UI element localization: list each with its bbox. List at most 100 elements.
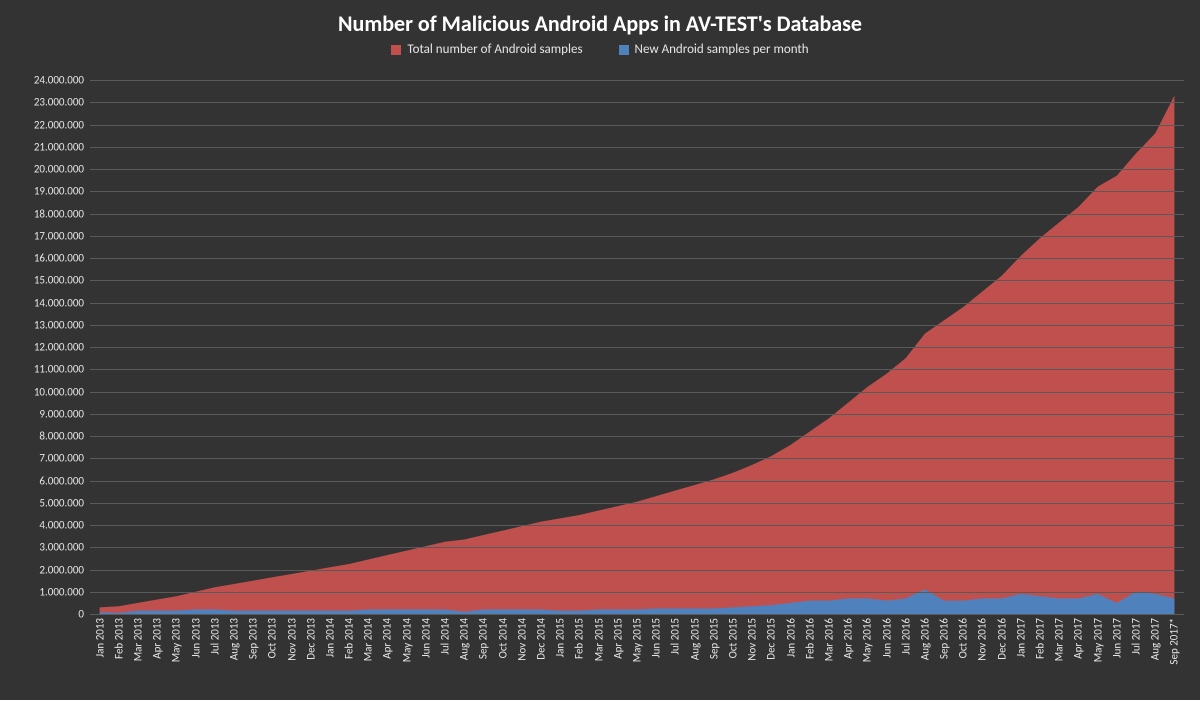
x-tick-label: Jun 2016: [880, 614, 893, 658]
y-tick-label: 8.000.000: [39, 430, 84, 443]
y-tick-label: 12.000.000: [34, 341, 84, 354]
y-gridline: [90, 570, 1184, 571]
x-tick-label: Dec 2016: [995, 614, 1008, 660]
y-gridline: [90, 592, 1184, 593]
y-gridline: [90, 347, 1184, 348]
x-tick-label: Jul 2014: [439, 614, 452, 655]
x-tick-label: Mar 2013: [131, 614, 144, 661]
plot-area: 01.000.0002.000.0003.000.0004.000.0005.0…: [90, 80, 1184, 614]
y-tick-label: 16.000.000: [34, 252, 84, 265]
y-tick-label: 11.000.000: [34, 363, 84, 376]
y-gridline: [90, 525, 1184, 526]
x-tick-label: Nov 2013: [285, 614, 298, 661]
y-gridline: [90, 325, 1184, 326]
x-tick-label: Feb 2016: [803, 614, 816, 659]
y-tick-label: 7.000.000: [39, 452, 84, 465]
y-tick-label: 17.000.000: [34, 229, 84, 242]
y-tick-label: 1.000.000: [39, 585, 84, 598]
x-tick-label: Sep 2014: [477, 614, 490, 659]
y-gridline: [90, 436, 1184, 437]
x-tick-label: Jan 2013: [93, 614, 106, 657]
y-gridline: [90, 258, 1184, 259]
y-gridline: [90, 169, 1184, 170]
x-tick-label: May 2016: [861, 614, 874, 662]
x-tick-label: Jan 2014: [323, 614, 336, 657]
x-tick-label: Feb 2014: [343, 614, 356, 659]
y-tick-label: 2.000.000: [39, 563, 84, 576]
y-tick-label: 21.000.000: [34, 140, 84, 153]
x-tick-label: Jun 2013: [189, 614, 202, 658]
x-tick-label: Apr 2016: [842, 614, 855, 659]
x-tick-label: Mar 2017: [1053, 614, 1066, 661]
legend-label: New Android samples per month: [635, 42, 809, 57]
y-gridline: [90, 214, 1184, 215]
x-tick-label: Aug 2016: [918, 614, 931, 660]
y-gridline: [90, 458, 1184, 459]
y-tick-label: 24.000.000: [34, 74, 84, 87]
x-tick-label: Sep 2016: [938, 614, 951, 659]
x-tick-label: Feb 2013: [112, 614, 125, 659]
x-tick-label: Apr 2017: [1072, 614, 1085, 659]
x-tick-label: Mar 2015: [592, 614, 605, 661]
y-gridline: [90, 392, 1184, 393]
y-tick-label: 10.000.000: [34, 385, 84, 398]
x-tick-label: Mar 2014: [362, 614, 375, 661]
legend: Total number of Android samples New Andro…: [0, 42, 1200, 59]
x-tick-label: Oct 2016: [957, 614, 970, 658]
x-tick-label: Oct 2013: [266, 614, 279, 658]
x-tick-label: Jul 2013: [208, 614, 221, 655]
y-gridline: [90, 481, 1184, 482]
y-tick-label: 13.000.000: [34, 318, 84, 331]
x-tick-label: Jul 2016: [899, 614, 912, 655]
y-gridline: [90, 369, 1184, 370]
y-tick-label: 19.000.000: [34, 185, 84, 198]
x-tick-label: Jul 2017: [1130, 614, 1143, 655]
x-tick-label: Apr 2015: [611, 614, 624, 659]
y-tick-label: 9.000.000: [39, 407, 84, 420]
x-tick-label: Nov 2016: [976, 614, 989, 661]
x-tick-label: Feb 2015: [573, 614, 586, 659]
y-gridline: [90, 102, 1184, 103]
y-tick-label: 15.000.000: [34, 274, 84, 287]
y-gridline: [90, 147, 1184, 148]
x-tick-label: Aug 2017: [1149, 614, 1162, 660]
legend-item: New Android samples per month: [619, 42, 809, 57]
x-tick-label: May 2015: [631, 614, 644, 662]
y-gridline: [90, 280, 1184, 281]
x-tick-label: Sep 2013: [247, 614, 260, 659]
x-tick-label: May 2017: [1091, 614, 1104, 662]
legend-swatch: [619, 45, 629, 55]
y-gridline: [90, 414, 1184, 415]
x-tick-label: Nov 2014: [515, 614, 528, 661]
x-tick-label: Jun 2015: [650, 614, 663, 658]
y-tick-label: 23.000.000: [34, 96, 84, 109]
y-gridline: [90, 503, 1184, 504]
x-tick-label: May 2014: [400, 614, 413, 662]
y-tick-label: 14.000.000: [34, 296, 84, 309]
y-tick-label: 20.000.000: [34, 163, 84, 176]
chart-frame: Number of Malicious Android Apps in AV-T…: [0, 0, 1200, 700]
x-tick-label: Mar 2016: [822, 614, 835, 661]
y-tick-label: 0: [78, 608, 84, 621]
x-tick-label: Jan 2015: [554, 614, 567, 657]
x-tick-label: Jun 2014: [419, 614, 432, 658]
x-tick-label: Oct 2014: [496, 614, 509, 658]
y-gridline: [90, 303, 1184, 304]
series-total-area: [100, 96, 1175, 614]
x-tick-label: Dec 2015: [765, 614, 778, 660]
y-tick-label: 4.000.000: [39, 519, 84, 532]
y-gridline: [90, 236, 1184, 237]
y-tick-label: 6.000.000: [39, 474, 84, 487]
y-gridline: [90, 191, 1184, 192]
legend-label: Total number of Android samples: [407, 42, 582, 57]
x-tick-label: Jan 2016: [784, 614, 797, 657]
x-tick-label: Jul 2015: [669, 614, 682, 655]
y-tick-label: 5.000.000: [39, 496, 84, 509]
x-tick-label: Sep 2017*: [1168, 614, 1181, 665]
y-tick-label: 22.000.000: [34, 118, 84, 131]
y-tick-label: 18.000.000: [34, 207, 84, 220]
x-tick-label: Aug 2015: [688, 614, 701, 660]
x-tick-label: Dec 2014: [535, 614, 548, 660]
x-tick-label: Apr 2013: [151, 614, 164, 659]
x-tick-label: Dec 2013: [304, 614, 317, 660]
